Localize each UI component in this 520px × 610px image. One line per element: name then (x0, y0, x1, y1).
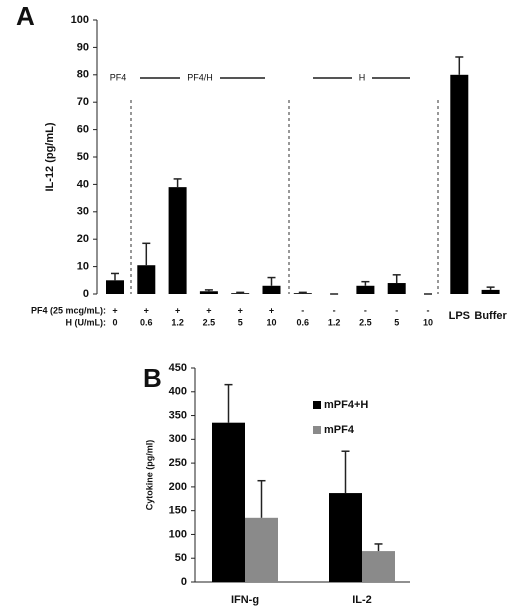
y-tick-label: 100 (71, 14, 89, 26)
error-bar (111, 272, 119, 281)
error-bar (142, 242, 151, 266)
legend-label: mPF4 (324, 424, 355, 436)
bar (481, 289, 500, 294)
y-tick-label: 30 (77, 206, 89, 218)
condition-value: 0.6 (140, 317, 153, 327)
condition-value: 10 (266, 317, 276, 327)
legend-label: mPF4+H (324, 399, 368, 411)
y-tick-label: 300 (169, 433, 187, 445)
bar (199, 291, 218, 294)
bar (329, 493, 362, 582)
y-tick-label: 350 (169, 409, 187, 421)
condition-value: + (238, 305, 243, 315)
error-bar (361, 280, 370, 286)
y-tick-label: 100 (169, 528, 187, 540)
bar (262, 285, 281, 294)
group-label: H (359, 72, 366, 82)
condition-value: 1.2 (171, 317, 184, 327)
error-bar (455, 56, 464, 75)
x-tick-label: IFN-g (231, 594, 259, 606)
panel-label: A (16, 1, 35, 31)
y-tick-label: 150 (169, 505, 187, 517)
error-bar (392, 274, 401, 284)
bar (293, 293, 312, 294)
error-bar (486, 286, 495, 290)
condition-value: - (395, 305, 398, 315)
separators (130, 100, 439, 294)
error-bar (236, 291, 245, 294)
group-label: PF4/H (187, 72, 213, 82)
error-bar (298, 291, 307, 294)
condition-value: + (112, 305, 117, 315)
y-tick-label: 50 (175, 552, 187, 564)
y-tick-label: 70 (77, 96, 89, 108)
condition-value: 1.2 (328, 317, 341, 327)
bar (212, 422, 245, 582)
y-tick-label: 20 (77, 233, 89, 245)
error-bar (374, 543, 383, 552)
error-bar (267, 276, 276, 286)
condition-value: 10 (423, 317, 433, 327)
condition-value: 5 (394, 317, 399, 327)
condition-value: + (269, 305, 274, 315)
group-label: PF4 (110, 72, 127, 82)
panel-label: B (143, 363, 162, 393)
condition-value: - (301, 305, 304, 315)
legend-swatch (313, 401, 321, 409)
y-axis-label: IL-12 (pg/mL) (44, 122, 56, 191)
bar (137, 265, 156, 294)
condition-value: 0 (112, 317, 117, 327)
bar (168, 187, 187, 294)
condition-value: - (333, 305, 336, 315)
bar (231, 293, 250, 294)
error-bar (173, 178, 182, 188)
y-tick-label: 250 (169, 457, 187, 469)
condition-value: 5 (238, 317, 243, 327)
condition-value: + (206, 305, 211, 315)
bar (387, 283, 406, 294)
condition-value: 2.5 (359, 317, 372, 327)
bar (245, 517, 278, 582)
bar (106, 280, 124, 294)
y-tick-label: 90 (77, 41, 89, 53)
legend-swatch (313, 426, 321, 434)
y-tick-label: 450 (169, 362, 187, 374)
x-tick-label: Buffer (474, 310, 507, 322)
condition-label: H (U/mL): (66, 317, 107, 327)
y-axis-label: Cytokine (pg/ml) (144, 440, 154, 511)
condition-value: 0.6 (297, 317, 310, 327)
bar (362, 551, 395, 582)
condition-label: PF4 (25 mcg/mL): (31, 305, 106, 315)
y-tick-label: 50 (77, 151, 89, 163)
y-tick-label: 0 (83, 288, 89, 300)
condition-value: - (364, 305, 367, 315)
condition-value: + (175, 305, 180, 315)
y-tick-label: 0 (181, 576, 187, 588)
bar (356, 285, 375, 294)
y-tick-label: 10 (77, 261, 89, 273)
y-tick-label: 400 (169, 386, 187, 398)
condition-value: - (427, 305, 430, 315)
error-bar (341, 450, 350, 494)
x-tick-label: IL-2 (352, 594, 372, 606)
condition-value: + (144, 305, 149, 315)
bar (450, 74, 469, 294)
y-tick-label: 60 (77, 124, 89, 136)
y-tick-label: 200 (169, 481, 187, 493)
x-tick-label: LPS (449, 310, 470, 322)
error-bar (204, 289, 213, 292)
error-bar (257, 479, 266, 518)
condition-value: 2.5 (203, 317, 216, 327)
y-tick-label: 80 (77, 69, 89, 81)
y-tick-label: 40 (77, 178, 89, 190)
error-bar (224, 383, 233, 423)
